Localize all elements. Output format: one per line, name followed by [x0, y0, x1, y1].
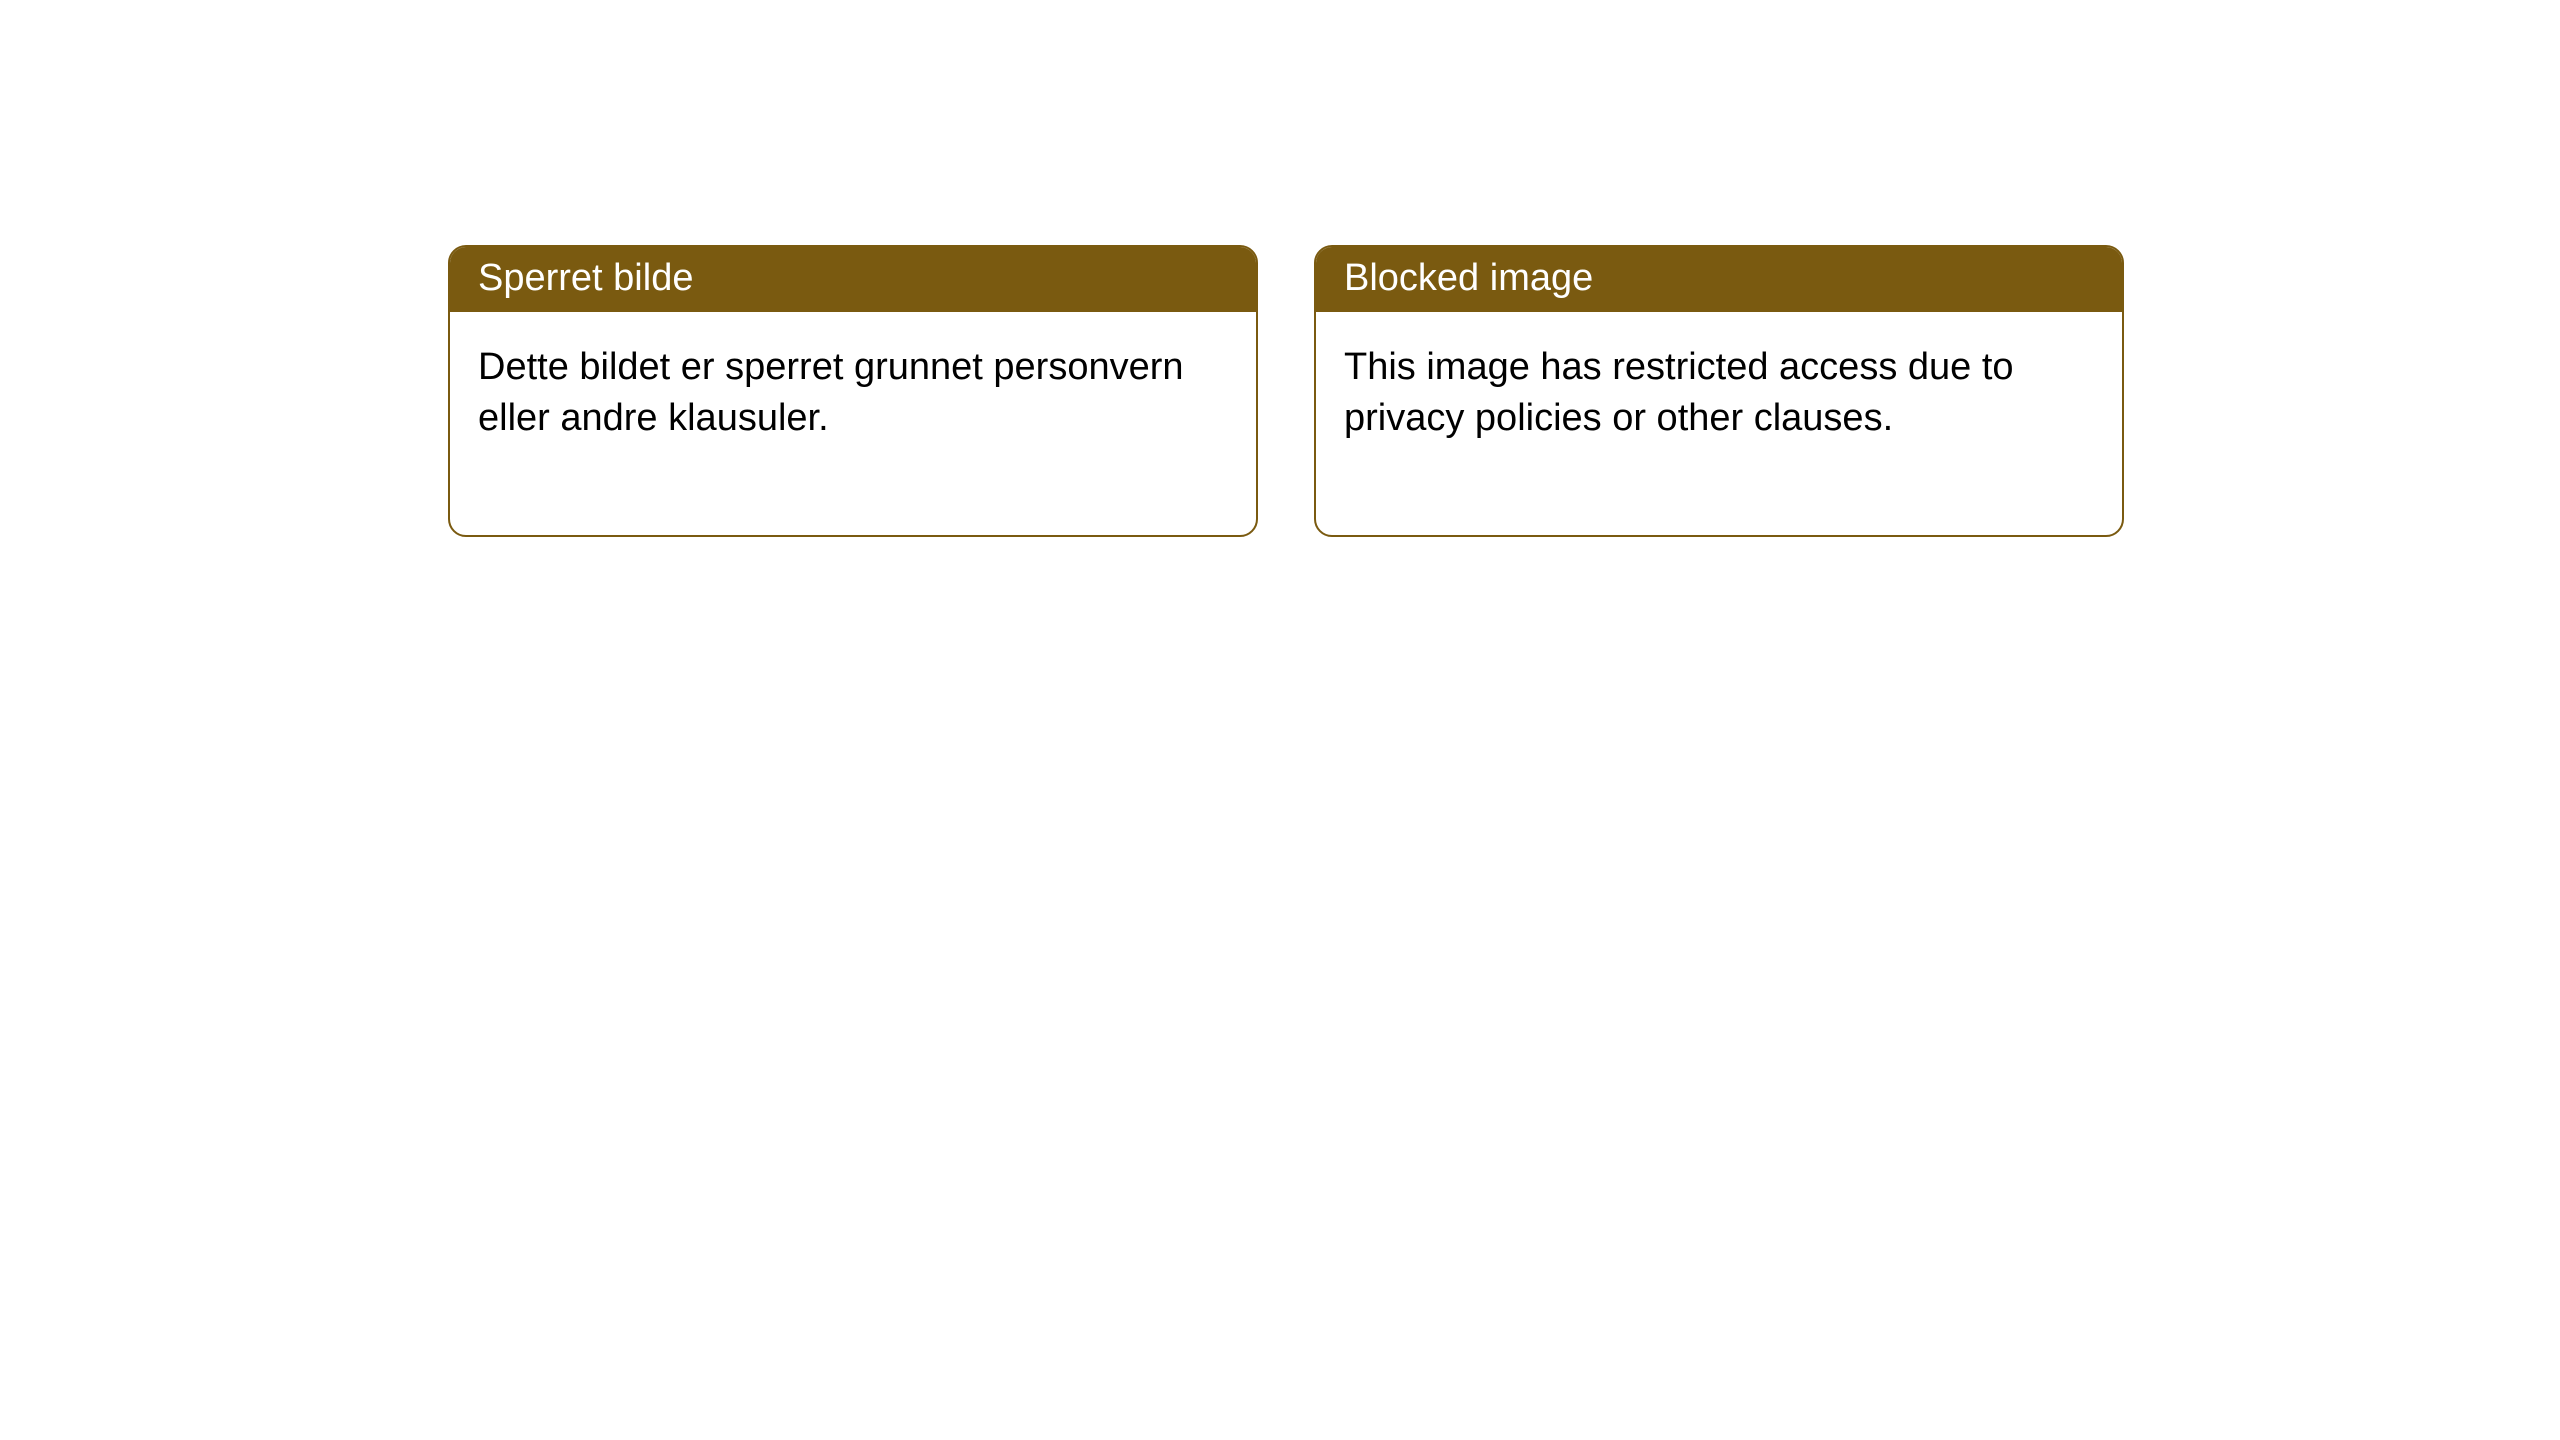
notice-container: Sperret bilde Dette bildet er sperret gr…: [0, 0, 2560, 537]
card-body-text: This image has restricted access due to …: [1344, 346, 2014, 439]
card-body: This image has restricted access due to …: [1316, 312, 2122, 535]
card-title: Sperret bilde: [478, 257, 693, 299]
card-body: Dette bildet er sperret grunnet personve…: [450, 312, 1256, 535]
card-header: Sperret bilde: [450, 247, 1256, 312]
blocked-image-card-no: Sperret bilde Dette bildet er sperret gr…: [448, 245, 1258, 537]
card-header: Blocked image: [1316, 247, 2122, 312]
blocked-image-card-en: Blocked image This image has restricted …: [1314, 245, 2124, 537]
card-body-text: Dette bildet er sperret grunnet personve…: [478, 346, 1184, 439]
card-title: Blocked image: [1344, 257, 1593, 299]
